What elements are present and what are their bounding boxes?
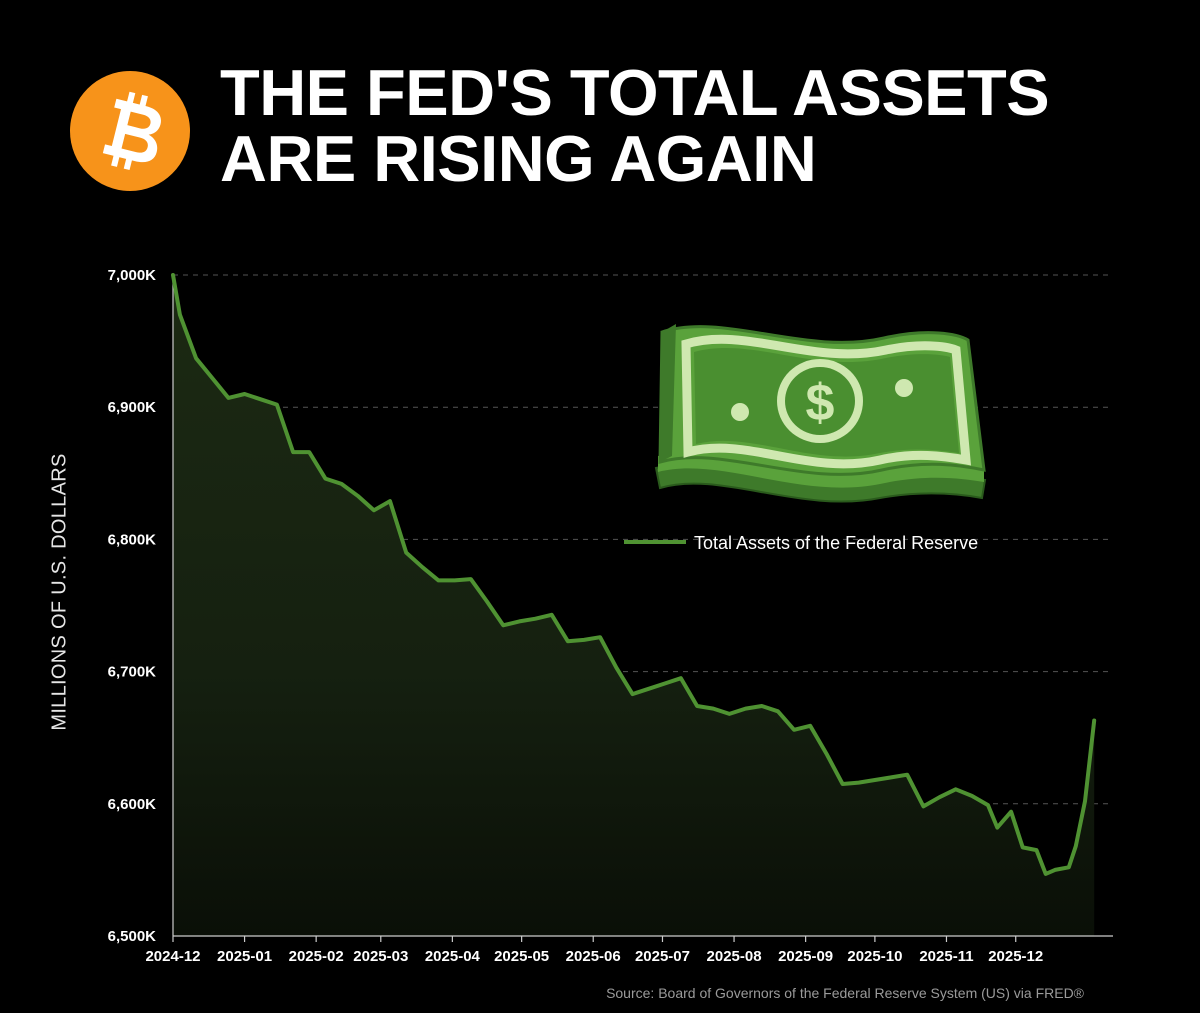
y-tick-label: 6,600K xyxy=(108,796,157,813)
data-point xyxy=(307,450,311,454)
data-point xyxy=(663,681,667,685)
data-point xyxy=(582,638,586,642)
data-point xyxy=(970,794,974,798)
x-tick-label: 2025-07 xyxy=(635,948,690,965)
data-point xyxy=(954,787,958,791)
data-point xyxy=(420,565,424,569)
data-point xyxy=(995,826,999,830)
y-tick-label: 6,700K xyxy=(108,664,157,681)
y-tick-label: 6,500K xyxy=(108,928,157,945)
data-point xyxy=(711,707,715,711)
data-point xyxy=(226,396,230,400)
data-point xyxy=(388,499,392,503)
data-point xyxy=(259,397,263,401)
data-point xyxy=(760,704,764,708)
data-point xyxy=(243,392,247,396)
data-point xyxy=(501,623,505,627)
data-point xyxy=(808,724,812,728)
y-tick-label: 6,800K xyxy=(108,531,157,548)
x-tick-label: 2025-10 xyxy=(847,948,902,965)
y-tick-label: 7,000K xyxy=(108,267,157,284)
data-point xyxy=(824,752,828,756)
data-point xyxy=(841,782,845,786)
data-point xyxy=(598,635,602,639)
data-point xyxy=(340,482,344,486)
data-point xyxy=(404,551,408,555)
data-point xyxy=(1053,868,1057,872)
data-point xyxy=(437,578,441,582)
page-title: THE FED'S TOTAL ASSETS ARE RISING AGAIN xyxy=(220,56,1050,195)
data-point xyxy=(695,704,699,708)
data-point xyxy=(566,639,570,643)
x-tick-label: 2025-04 xyxy=(425,948,481,965)
data-point xyxy=(1035,848,1039,852)
bitcoin-logo-glyph xyxy=(102,91,161,171)
data-point xyxy=(727,712,731,716)
data-point xyxy=(550,613,554,617)
data-point xyxy=(1092,719,1096,723)
x-tick-label: 2025-02 xyxy=(289,948,344,965)
x-tick-label: 2025-08 xyxy=(707,948,762,965)
series-line xyxy=(171,273,1097,876)
data-point xyxy=(356,494,360,498)
data-point xyxy=(986,803,990,807)
x-tick-labels: 2024-12 2025-01 2025-02 2025-03 2025-04 2025-… xyxy=(145,948,1043,965)
legend-label: Total Assets of the Federal Reserve xyxy=(694,533,978,553)
data-point xyxy=(921,804,925,808)
data-point xyxy=(647,687,651,691)
data-point xyxy=(323,477,327,481)
source-note: Source: Board of Governors of the Federa… xyxy=(606,985,1084,1001)
data-point xyxy=(614,666,618,670)
data-point xyxy=(275,403,279,407)
data-point xyxy=(938,795,942,799)
data-point xyxy=(469,577,473,581)
data-point xyxy=(517,619,521,623)
data-point xyxy=(210,376,214,380)
x-tick-label: 2025-03 xyxy=(353,948,408,965)
data-point xyxy=(1083,799,1087,803)
svg-text:$: $ xyxy=(806,374,835,432)
x-tick-label: 2024-12 xyxy=(145,948,200,965)
data-point xyxy=(453,578,457,582)
series-area-fill xyxy=(173,275,1095,936)
axes xyxy=(172,275,1113,942)
x-tick-label: 2025-05 xyxy=(494,948,549,965)
x-tick-label: 2025-11 xyxy=(919,948,973,965)
legend: Total Assets of the Federal Reserve xyxy=(624,533,978,553)
data-point xyxy=(873,778,877,782)
data-point xyxy=(1009,810,1013,814)
data-point xyxy=(533,617,537,621)
x-tick-label: 2025-09 xyxy=(778,948,833,965)
data-point xyxy=(679,676,683,680)
title-line-2: ARE RISING AGAIN xyxy=(220,122,817,195)
data-point xyxy=(1067,865,1071,869)
data-point xyxy=(1074,844,1078,848)
data-point xyxy=(291,450,295,454)
data-point xyxy=(776,709,780,713)
data-point xyxy=(1044,872,1048,876)
y-tick-label: 6,900K xyxy=(108,399,157,416)
data-point xyxy=(744,707,748,711)
data-point xyxy=(905,773,909,777)
x-tick-label: 2025-01 xyxy=(217,948,272,965)
y-tick-labels: 7,000K 6,900K 6,800K 6,700K 6,600K 6,500K xyxy=(108,267,157,945)
title-line-1: THE FED'S TOTAL ASSETS xyxy=(220,56,1050,129)
data-point xyxy=(889,775,893,779)
x-tick-label: 2025-12 xyxy=(988,948,1043,965)
data-point xyxy=(857,781,861,785)
data-point xyxy=(630,692,634,696)
x-tick-label: 2025-06 xyxy=(566,948,621,965)
data-point xyxy=(372,508,376,512)
data-point xyxy=(194,356,198,360)
bitcoin-icon xyxy=(70,71,190,191)
data-point xyxy=(178,313,182,317)
data-point xyxy=(171,273,175,277)
data-point xyxy=(485,600,489,604)
dollar-bill-stack-icon: $ xyxy=(654,324,987,503)
data-point xyxy=(792,728,796,732)
data-point xyxy=(1021,845,1025,849)
